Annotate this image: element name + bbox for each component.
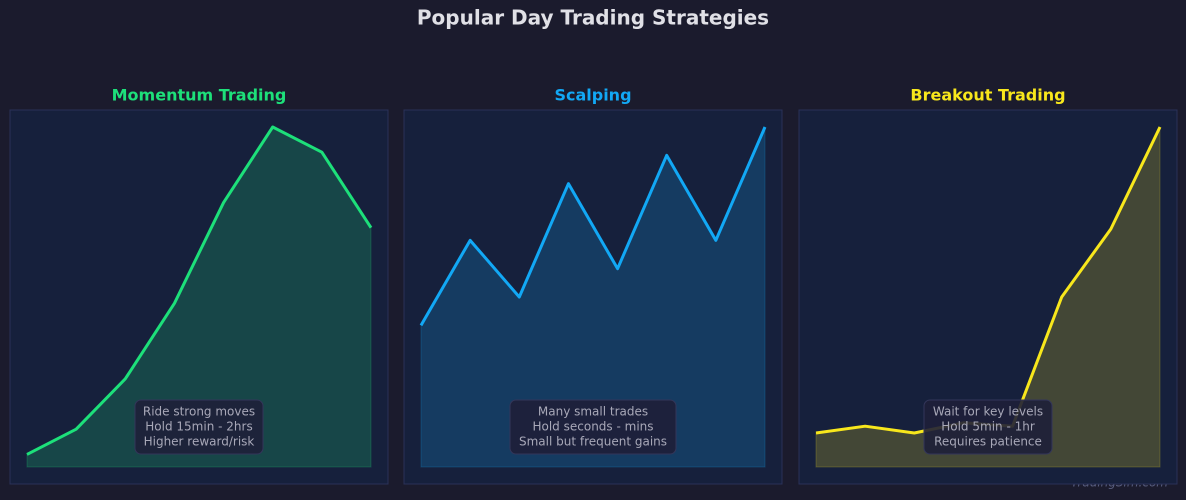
- annotation-line: Hold 15min - 2hrs: [145, 420, 252, 434]
- annotation-box: [134, 399, 264, 455]
- annotation-line: Many small trades: [538, 405, 648, 419]
- panel-title: Breakout Trading: [910, 86, 1065, 105]
- panel-title: Scalping: [554, 86, 631, 105]
- annotation-box: [509, 399, 677, 455]
- annotation-line: Ride strong moves: [143, 405, 255, 419]
- panel-title: Momentum Trading: [112, 86, 287, 105]
- annotation-line: Wait for key levels: [933, 405, 1043, 419]
- line: [419, 126, 767, 327]
- annotation-line: Hold 5min - 1hr: [941, 420, 1035, 434]
- annotation-line: Higher reward/risk: [144, 435, 255, 449]
- annotation-line: Small but frequent gains: [519, 435, 667, 449]
- line: [26, 125, 373, 456]
- annotation-line: Requires patience: [934, 435, 1042, 449]
- annotation-line: Hold seconds - mins: [532, 420, 653, 434]
- annotation-box: [923, 399, 1053, 455]
- page-title: Popular Day Trading Strategies: [417, 6, 769, 30]
